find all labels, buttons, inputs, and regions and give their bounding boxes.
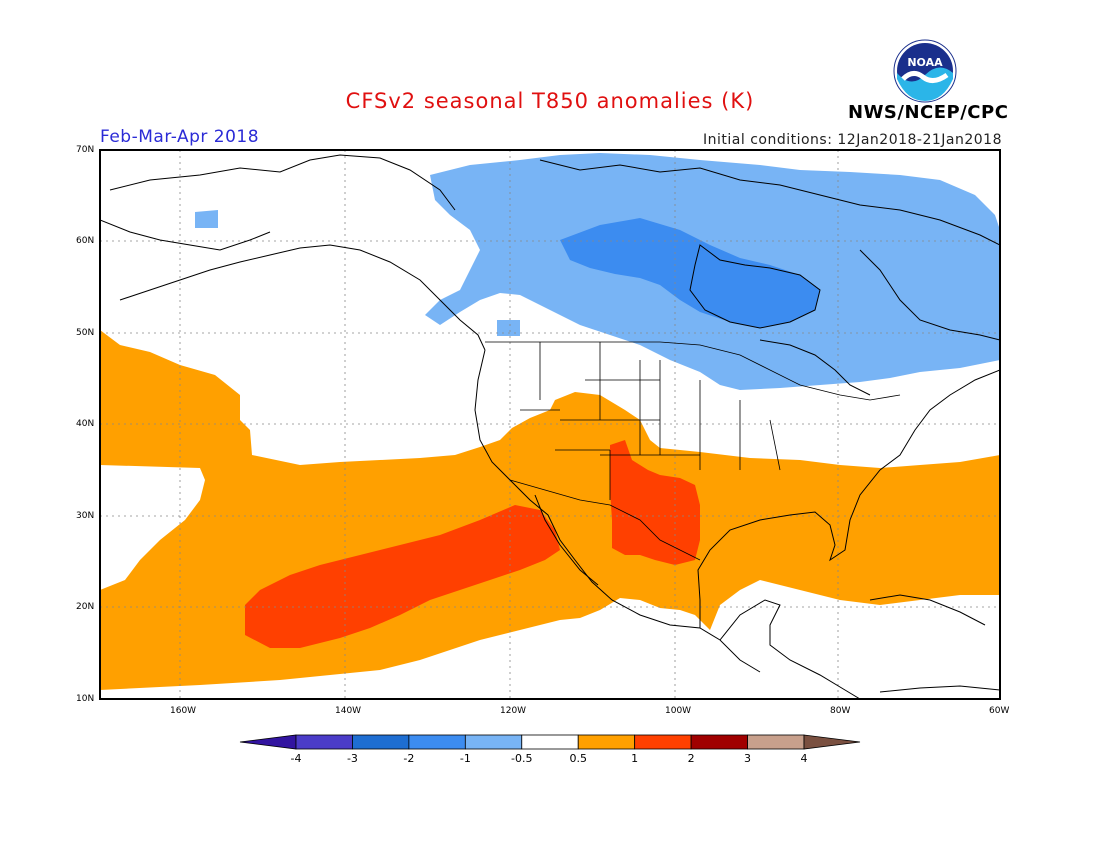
colorbar-label: 2 xyxy=(687,752,695,765)
colorbar-label: -0.5 xyxy=(511,752,533,765)
lon-label-140w: 140W xyxy=(335,706,362,716)
colorbar-label: -4 xyxy=(290,752,302,765)
colorbar-arrow-low xyxy=(239,734,297,750)
lat-label-20n: 20N xyxy=(76,602,95,612)
cool-anomaly-small-patch-2 xyxy=(497,320,520,336)
strong-cool-anomaly-canada xyxy=(560,218,820,328)
coastlines xyxy=(100,154,1000,699)
political-borders xyxy=(485,341,901,561)
colorbar-swatch xyxy=(521,734,579,750)
lon-label-100w: 100W xyxy=(665,706,692,716)
strong-warm-anomaly-pacific xyxy=(245,505,560,648)
colorbar-label: 3 xyxy=(744,752,752,765)
colorbar-label: 4 xyxy=(800,752,808,765)
colorbar-swatch xyxy=(690,734,748,750)
initial-conditions: Initial conditions: 12Jan2018-21Jan2018 xyxy=(703,132,1002,148)
lon-label-160w: 160W xyxy=(170,706,197,716)
map-frame xyxy=(99,149,1001,700)
cool-anomaly-small-patch xyxy=(195,210,218,228)
lat-label-30n: 30N xyxy=(76,511,95,521)
colorbar-label: 1 xyxy=(631,752,639,765)
colorbar-label: -1 xyxy=(459,752,471,765)
agency-label: NWS/NCEP/CPC xyxy=(848,102,1009,123)
lon-label-120w: 120W xyxy=(500,706,527,716)
lon-label-80w: 80W xyxy=(830,706,851,716)
colorbar-label: -3 xyxy=(346,752,358,765)
colorbar-label: 0.5 xyxy=(569,752,587,765)
warm-anomaly-west-cutout xyxy=(100,465,205,590)
colorbar-arrow-high xyxy=(803,734,861,750)
chart-title: CFSv2 seasonal T850 anomalies (K) xyxy=(345,89,755,113)
colorbar-swatch xyxy=(295,734,353,750)
lon-label-60w: 60W xyxy=(989,706,1010,716)
colorbar-swatch xyxy=(634,734,692,750)
lat-label-10n: 10N xyxy=(76,694,95,704)
colorbar-swatch xyxy=(408,734,466,750)
lat-label-70n: 70N xyxy=(76,145,95,155)
map-grid xyxy=(100,150,1000,699)
lat-label-40n: 40N xyxy=(76,419,95,429)
strong-warm-anomaly-texas xyxy=(610,440,700,565)
colorbar-swatch xyxy=(577,734,636,750)
colorbar-swatch xyxy=(747,734,805,750)
anomaly-fields xyxy=(100,153,1000,690)
colorbar-swatch xyxy=(464,734,523,750)
logo-text: NOAA xyxy=(907,56,943,69)
forecast-period: Feb-Mar-Apr 2018 xyxy=(100,127,260,147)
colorbar-label: -2 xyxy=(403,752,415,765)
lat-label-60n: 60N xyxy=(76,236,95,246)
noaa-logo-icon: NOAA xyxy=(893,39,957,103)
colorbar-swatch xyxy=(352,734,410,750)
lat-label-50n: 50N xyxy=(76,328,95,338)
